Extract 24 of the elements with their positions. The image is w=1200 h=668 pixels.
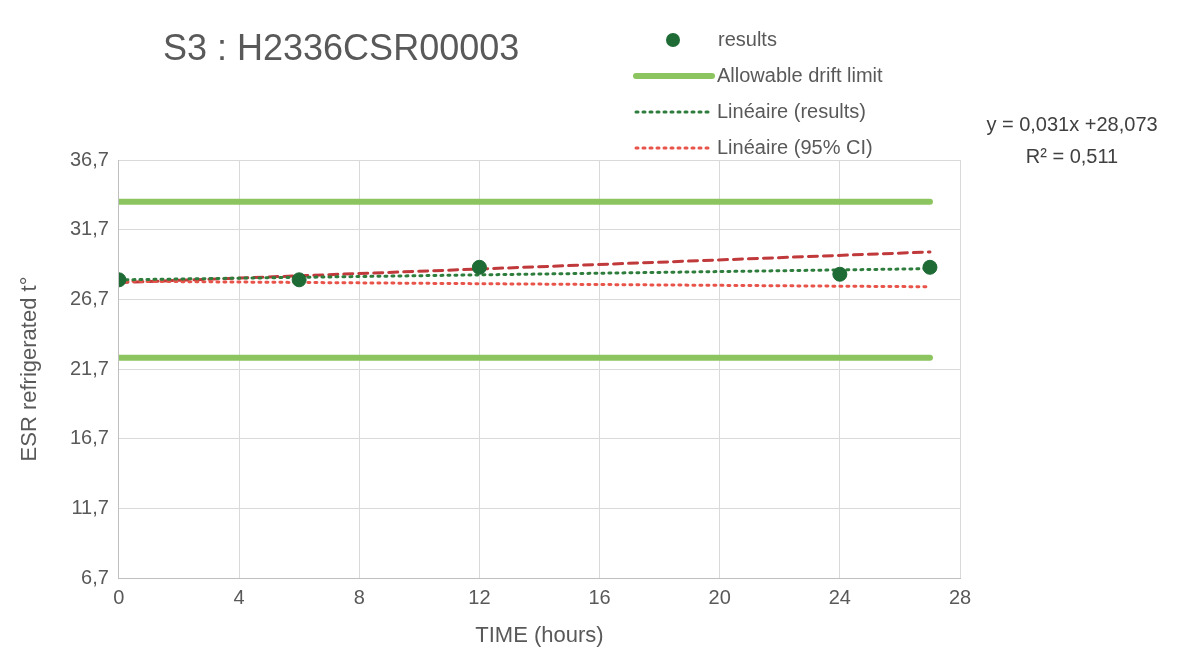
chart-title: S3 : H2336CSR00003 — [163, 26, 520, 68]
x-tick-label: 20 — [708, 585, 731, 608]
x-tick-label: 4 — [233, 585, 245, 608]
legend-label: results — [718, 27, 777, 50]
y-tick-label: 6,7 — [81, 565, 109, 588]
x-tick-label: 0 — [113, 585, 125, 608]
text: R² = 0,511 — [1025, 144, 1119, 167]
legend-label: Allowable drift limit — [717, 63, 884, 86]
y-tick-label: 26,7 — [69, 286, 109, 309]
x-tick-label: 28 — [948, 585, 972, 608]
x-tick-label: 8 — [353, 585, 365, 608]
y-tick-label: 21,7 — [69, 356, 109, 379]
y-tick-label: 36,7 — [69, 147, 109, 170]
x-tick-label: 16 — [588, 585, 611, 608]
y-tick-label: 31,7 — [69, 217, 109, 240]
y-tick-label: 16,7 — [69, 426, 109, 449]
legend-label: Linéaire (results) — [717, 99, 866, 122]
legend-label: Linéaire (95% CI) — [717, 135, 873, 158]
text: y = 0,031x +28,073 — [986, 112, 1158, 135]
x-tick-label: 24 — [828, 585, 851, 608]
y-tick-label: 11,7 — [71, 495, 109, 518]
y-axis-title: ESR refrigerated t° — [16, 276, 42, 462]
x-axis-title: TIME (hours) — [475, 622, 604, 648]
x-tick-label: 12 — [468, 585, 491, 608]
